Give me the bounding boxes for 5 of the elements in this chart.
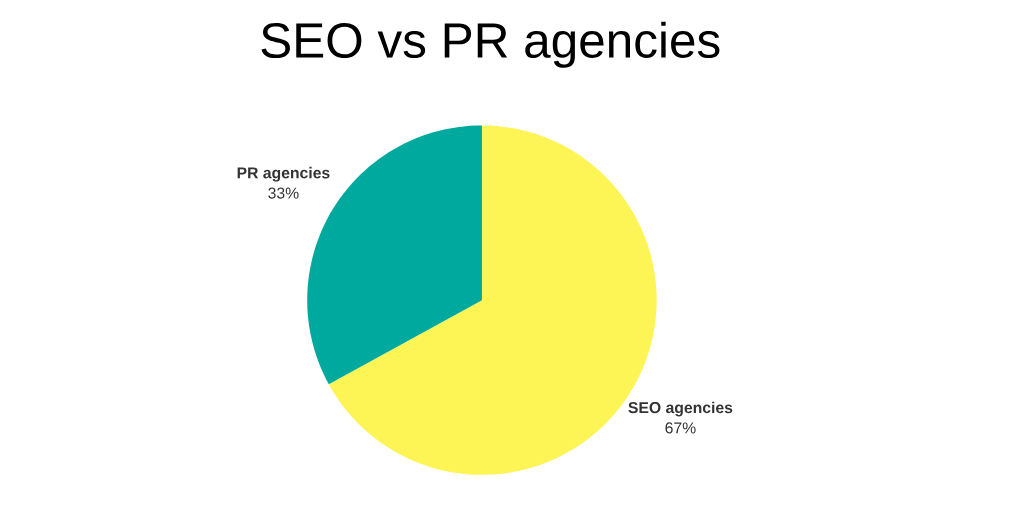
data-label: 67% (665, 422, 696, 434)
slice-label: SEO agencies (628, 401, 733, 417)
chart-title: SEO vs PR agencies (261, 21, 720, 68)
data-label: 33% (268, 187, 299, 199)
slice-label: PR agencies (237, 166, 330, 182)
